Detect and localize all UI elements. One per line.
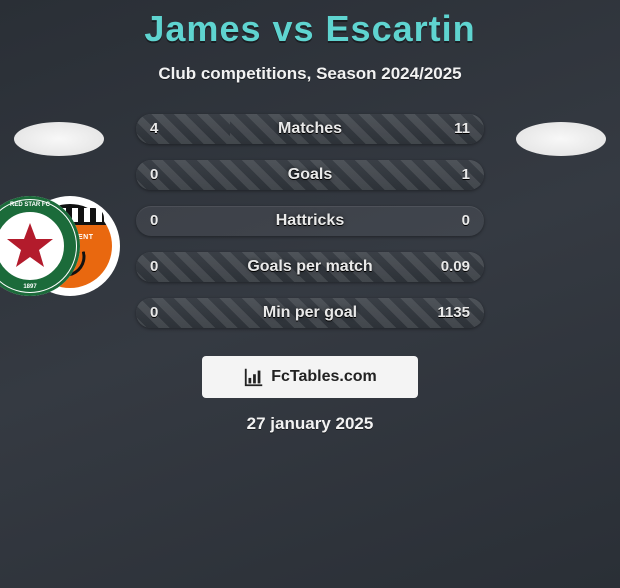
stat-bar: Matches4 11 bbox=[136, 114, 484, 144]
bar-value-right: 0 bbox=[462, 206, 470, 236]
chart-icon bbox=[243, 366, 265, 388]
redstar-star-icon bbox=[5, 221, 55, 271]
bar-value-right: 0.09 bbox=[441, 252, 470, 282]
bar-value-left: 0 bbox=[150, 160, 158, 190]
bar-label: Hattricks bbox=[136, 206, 484, 236]
bar-value-right: 1 bbox=[462, 160, 470, 190]
bar-label: Goals per match bbox=[136, 252, 484, 282]
bar-value-right: 1135 bbox=[437, 298, 470, 328]
stat-bar: Min per goal0 1135 bbox=[136, 298, 484, 328]
bar-value-left: 4 bbox=[150, 114, 158, 144]
bar-value-left: 0 bbox=[150, 206, 158, 236]
stat-bar: Hattricks0 0 bbox=[136, 206, 484, 236]
bar-value-left: 0 bbox=[150, 252, 158, 282]
stat-bar: Goals0 1 bbox=[136, 160, 484, 190]
footer-brand-box[interactable]: FcTables.com bbox=[202, 356, 418, 398]
bar-value-left: 0 bbox=[150, 298, 158, 328]
page-title: James vs Escartin bbox=[0, 8, 620, 50]
player-photo-right bbox=[516, 122, 606, 156]
stat-bars: Matches411Goals01Hattricks00Goals per ma… bbox=[136, 114, 484, 344]
bar-value-right: 11 bbox=[454, 114, 470, 144]
bar-label: Goals bbox=[136, 160, 484, 190]
subtitle: Club competitions, Season 2024/2025 bbox=[0, 64, 620, 84]
date-text: 27 january 2025 bbox=[0, 414, 620, 434]
redstar-year: 1897 bbox=[23, 284, 36, 290]
bar-label: Matches bbox=[136, 114, 484, 144]
comparison-container: FC LORIENT RED STAR FC 1897 Matches411Go… bbox=[0, 114, 620, 344]
bar-label: Min per goal bbox=[136, 298, 484, 328]
player-photo-left bbox=[14, 122, 104, 156]
footer-brand-text: FcTables.com bbox=[271, 368, 377, 386]
stat-bar: Goals per match0 0.09 bbox=[136, 252, 484, 282]
redstar-ring-text: RED STAR FC bbox=[10, 202, 50, 208]
